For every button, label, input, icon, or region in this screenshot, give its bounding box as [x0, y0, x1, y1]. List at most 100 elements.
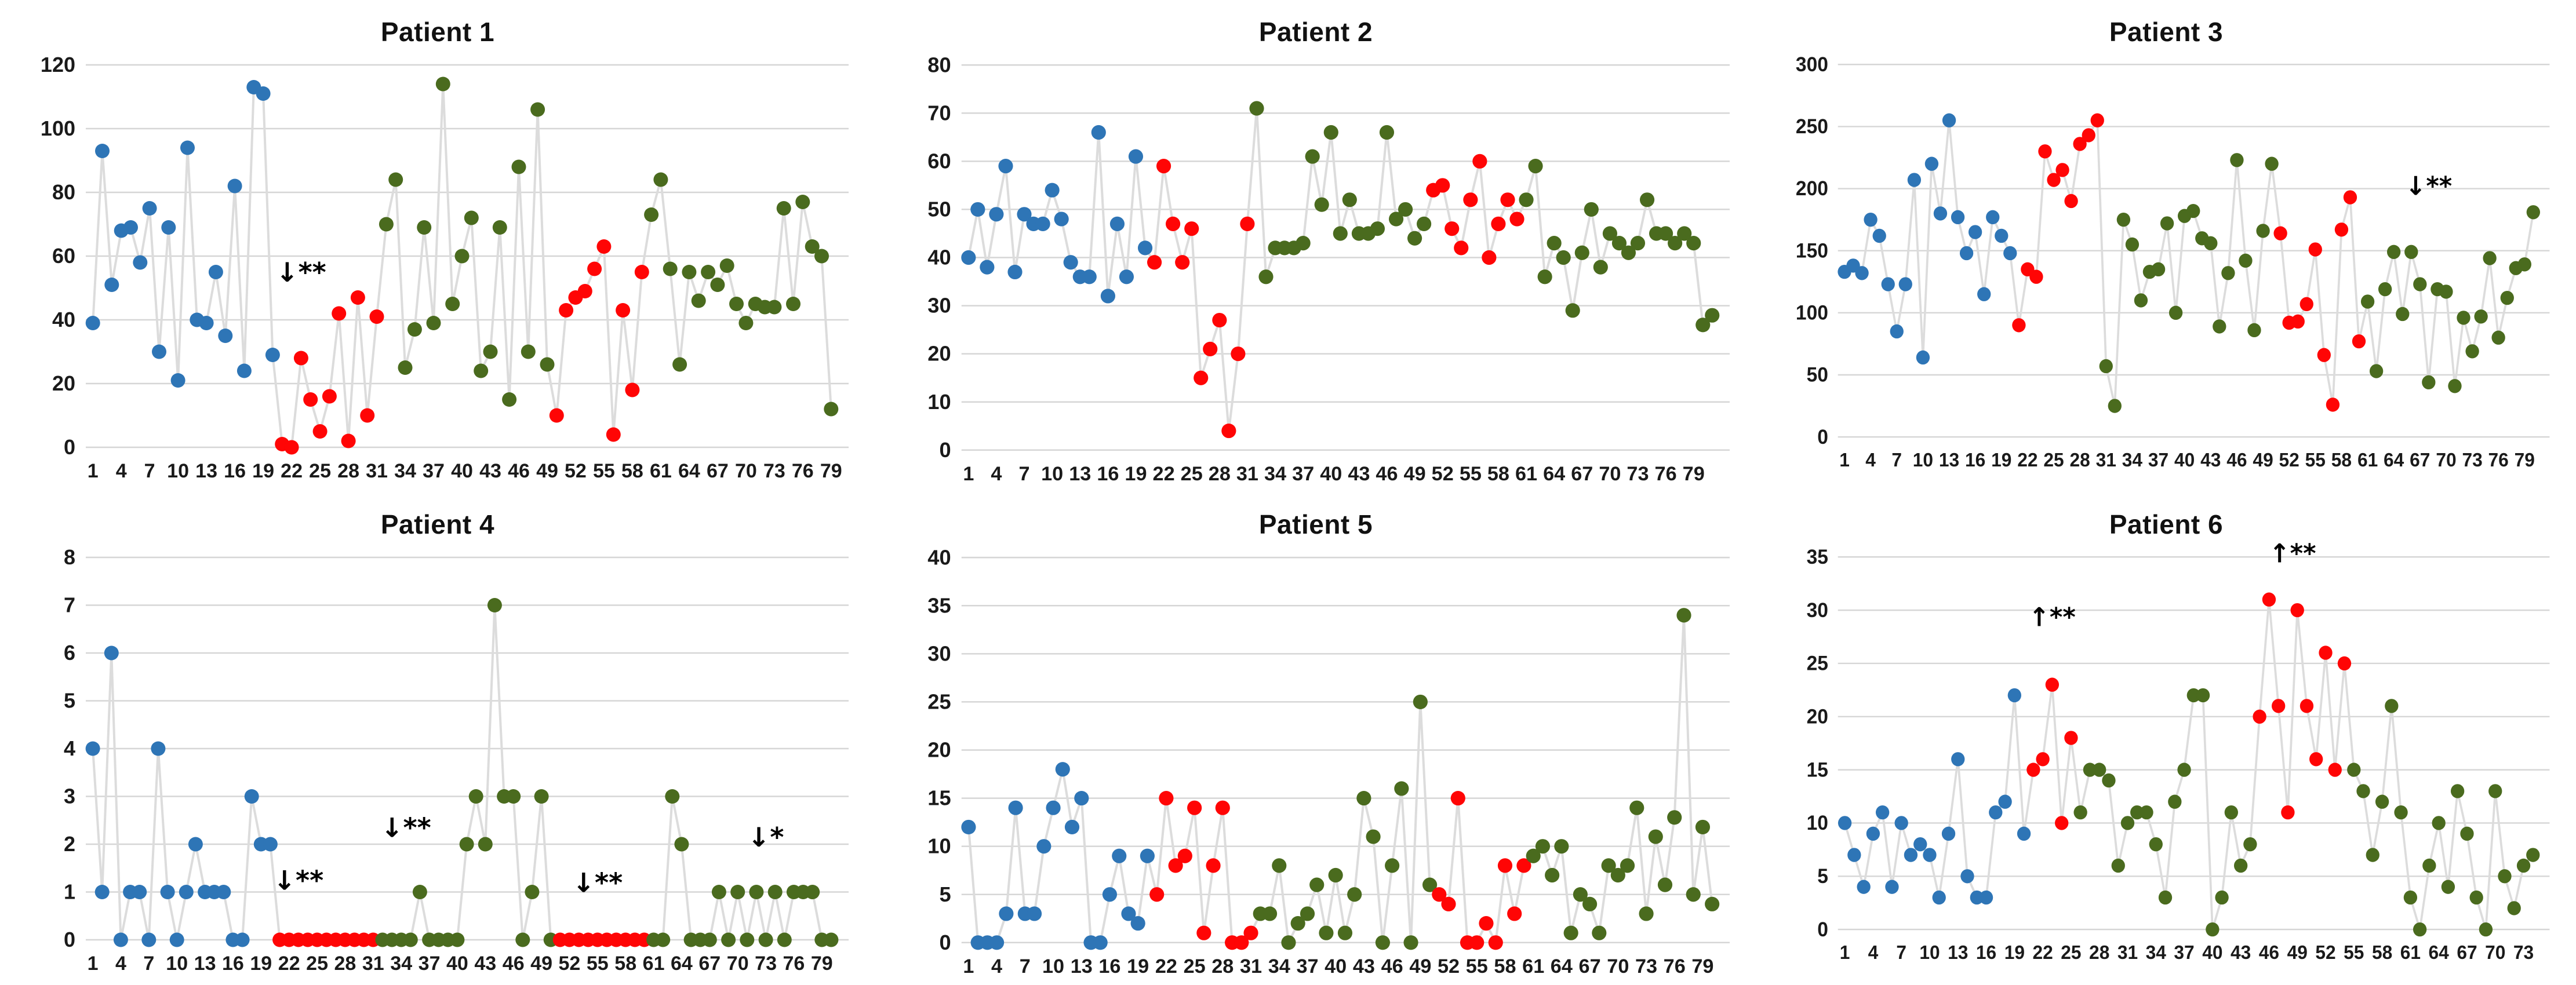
data-point — [1986, 210, 2000, 225]
x-tick-label: 70 — [735, 460, 757, 482]
x-axis-labels: 1 4 7 10 13 16 19 22 25 28 31 34 37 40 43 46 49 52 55 58 61 6… — [963, 955, 1713, 976]
data-point — [1998, 794, 2012, 809]
x-tick-label: 4 — [115, 953, 126, 975]
x-tick-label: 64 — [2429, 942, 2449, 963]
data-point — [1904, 848, 1918, 862]
data-point — [1119, 269, 1134, 284]
data-point — [474, 363, 489, 378]
x-tick-label: 4 — [991, 463, 1002, 483]
x-tick-label: 28 — [337, 460, 359, 482]
data-point — [1203, 341, 1218, 356]
y-tick-label: 0 — [1817, 918, 1828, 941]
y-tick-label: 10 — [927, 390, 951, 414]
x-tick-label: 34 — [2146, 942, 2166, 963]
data-point — [2516, 858, 2531, 873]
y-axis-labels: 0 50 100 150 200 250 300 — [1796, 53, 1828, 448]
data-point — [2253, 709, 2266, 724]
x-tick-label: 61 — [650, 460, 672, 482]
data-point — [1243, 925, 1258, 940]
data-point — [445, 297, 460, 311]
data-point — [1960, 869, 1974, 884]
data-point — [1305, 149, 1320, 164]
data-point — [1941, 826, 1956, 841]
x-tick-label: 67 — [2457, 942, 2477, 963]
x-tick-label: 25 — [1184, 955, 1206, 976]
x-tick-label: 37 — [1292, 463, 1314, 483]
significance-annotation: ↑** — [2029, 603, 2076, 633]
data-point — [1885, 880, 1899, 894]
x-tick-label: 64 — [1543, 463, 1565, 483]
y-tick-label: 40 — [927, 545, 951, 569]
data-point — [1933, 206, 1948, 221]
x-tick-label: 43 — [1353, 955, 1375, 976]
data-point — [218, 329, 233, 343]
x-tick-label: 40 — [2202, 942, 2222, 963]
x-tick-label: 31 — [2117, 942, 2138, 963]
x-tick-label: 34 — [390, 953, 412, 975]
x-tick-label: 25 — [2043, 449, 2064, 470]
x-tick-label: 28 — [1209, 463, 1231, 483]
x-tick-label: 52 — [1432, 463, 1454, 483]
x-tick-label: 61 — [1515, 463, 1537, 483]
data-point — [1109, 216, 1125, 231]
x-axis-labels: 1 4 7 10 13 16 19 22 25 28 31 34 37 40 43 46 49 52 55 58 61 6… — [1840, 942, 2534, 963]
data-point — [1156, 159, 1171, 174]
data-point — [1281, 935, 1296, 950]
data-point — [2186, 688, 2200, 703]
data-point — [1565, 303, 1580, 318]
data-point — [2488, 784, 2502, 798]
data-point — [104, 278, 119, 292]
patient-5-panel: Patient 5 0 5 10 15 20 25 30 35 40 1 4 7 10 13 16 19 22 2… — [898, 502, 1733, 976]
data-point — [1648, 829, 1663, 844]
y-tick-label: 60 — [52, 244, 75, 268]
x-tick-label: 61 — [643, 953, 665, 975]
data-point — [1221, 423, 1236, 439]
data-point — [1370, 221, 1385, 236]
data-point — [777, 932, 792, 947]
data-point — [2441, 880, 2455, 894]
data-point — [1300, 906, 1315, 921]
data-point — [961, 819, 976, 835]
x-tick-label: 22 — [2032, 942, 2053, 963]
data-point — [1472, 154, 1487, 169]
data-point — [1375, 935, 1390, 950]
y-tick-label: 100 — [1796, 302, 1828, 324]
data-point — [1639, 906, 1654, 921]
data-point — [492, 220, 507, 235]
data-point — [2474, 309, 2488, 324]
data-point — [758, 932, 773, 947]
x-tick-label: 10 — [167, 460, 189, 482]
data-point — [412, 885, 427, 899]
chart-canvas: 0 5 10 15 20 25 30 35 40 1 4 7 10 13 16 19 22 25 28 31 34 37 4… — [898, 541, 1733, 976]
data-point — [2422, 375, 2436, 390]
x-tick-label: 13 — [1939, 449, 1959, 470]
data-point — [2073, 137, 2087, 151]
y-tick-label: 150 — [1796, 240, 1828, 262]
data-point — [2204, 236, 2218, 251]
gridlines — [961, 64, 1730, 451]
data-point — [235, 932, 250, 947]
x-tick-label: 58 — [2331, 449, 2352, 470]
data-point — [1008, 800, 1023, 815]
x-tick-label: 28 — [2069, 449, 2090, 470]
x-tick-label: 25 — [306, 953, 328, 975]
y-tick-label: 25 — [1807, 652, 1828, 675]
x-tick-label: 52 — [565, 460, 587, 482]
data-point — [2215, 890, 2229, 905]
data-point — [1639, 192, 1655, 207]
data-point — [721, 932, 736, 947]
data-point — [1491, 216, 1506, 231]
data-point — [2045, 677, 2060, 692]
data-point — [85, 316, 100, 330]
y-tick-label: 35 — [1807, 546, 1828, 568]
data-point — [1601, 858, 1616, 873]
x-tick-label: 1 — [963, 955, 974, 976]
data-point — [180, 140, 195, 155]
data-points — [85, 598, 839, 947]
data-point — [1206, 858, 1221, 873]
data-point — [1686, 236, 1701, 251]
data-point — [1573, 887, 1588, 902]
data-point — [1488, 935, 1503, 950]
data-point — [814, 249, 829, 264]
